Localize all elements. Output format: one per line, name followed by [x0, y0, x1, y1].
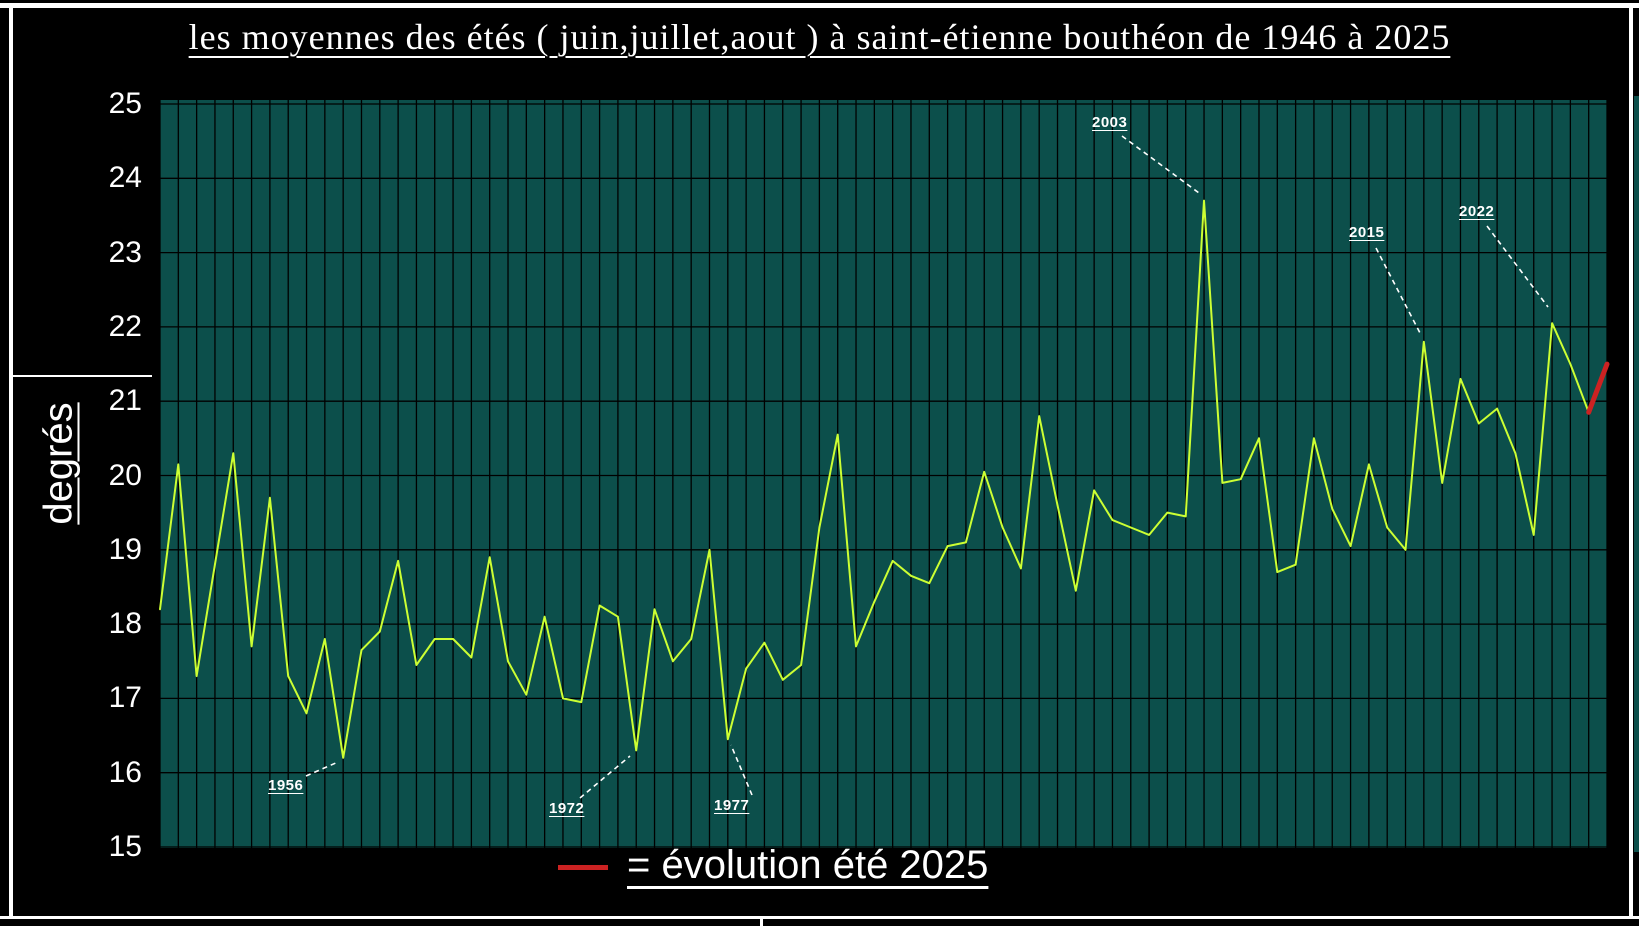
window-frame-right [1629, 3, 1633, 918]
y-tick-22: 22 [108, 309, 142, 343]
series-line-2025 [1586, 361, 1610, 415]
axis-box-top-border [12, 375, 152, 377]
y-tick-23: 23 [108, 235, 142, 269]
annotation-label-1977: 1977 [714, 797, 750, 814]
series-line-main [159, 199, 1590, 759]
background-strip-right [1634, 96, 1639, 852]
y-tick-16: 16 [108, 755, 142, 789]
bottom-cell-divider [760, 916, 763, 926]
annotation-arrow-1977 [730, 744, 753, 796]
y-tick-21: 21 [108, 384, 142, 418]
y-tick-20: 20 [108, 458, 142, 492]
plot-area [160, 100, 1607, 848]
annotation-arrow-2022 [1486, 225, 1549, 308]
window-frame-bottom [0, 916, 1639, 919]
legend: = évolution été 2025 [0, 843, 1639, 903]
y-tick-25: 25 [108, 87, 142, 120]
annotation-arrow-1972 [579, 755, 631, 799]
y-tick-17: 17 [108, 681, 142, 715]
legend-line-swatch [558, 865, 608, 870]
annotation-label-2015: 2015 [1349, 224, 1385, 241]
y-tick-15: 15 [108, 830, 142, 863]
annotation-arrow-1956 [305, 761, 339, 777]
annotation-label-1956: 1956 [268, 777, 304, 794]
annotation-arrow-2003 [1121, 135, 1200, 194]
annotation-label-2022: 2022 [1459, 203, 1495, 220]
y-tick-19: 19 [108, 532, 142, 566]
window-frame-top [0, 3, 1639, 8]
annotation-arrow-2015 [1375, 247, 1421, 334]
window-frame-left [9, 3, 13, 918]
page-title: les moyennes des étés ( juin,juillet,aou… [188, 17, 1451, 57]
annotation-label-2003: 2003 [1092, 114, 1128, 131]
y-tick-18: 18 [108, 607, 142, 641]
y-tick-24: 24 [108, 161, 142, 195]
annotation-label-1972: 1972 [549, 800, 585, 817]
legend-label: = évolution été 2025 [627, 843, 989, 887]
